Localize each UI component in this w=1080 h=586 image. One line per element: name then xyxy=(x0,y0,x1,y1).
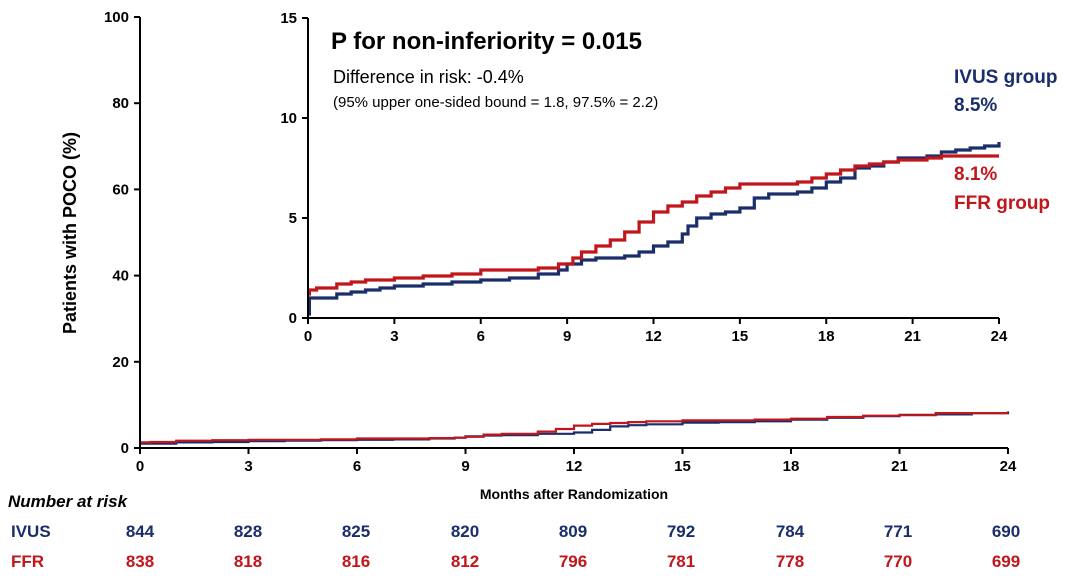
inset-x-tick-label: 0 xyxy=(304,328,312,345)
inset-x-tick-label: 9 xyxy=(563,328,571,345)
risk-cell-ivus: 792 xyxy=(667,522,695,541)
main-y-tick-label: 80 xyxy=(112,95,129,112)
inset-y-tick-label: 15 xyxy=(280,10,297,27)
risk-cell-ivus: 809 xyxy=(559,522,587,541)
inset-x-tick-label: 6 xyxy=(477,328,485,345)
risk-row-label-ivus: IVUS xyxy=(11,522,51,541)
inset-x-tick-label: 18 xyxy=(818,328,835,345)
main-series-ffr-line xyxy=(140,412,1008,444)
inset-x-tick-label: 21 xyxy=(904,328,921,345)
main-x-tick-label: 3 xyxy=(244,458,252,475)
main-x-tick-label: 18 xyxy=(783,458,800,475)
risk-cell-ivus: 820 xyxy=(451,522,479,541)
risk-row-label-ffr: FFR xyxy=(11,552,44,571)
main-x-tick-label: 15 xyxy=(674,458,691,475)
bound-annotation: (95% upper one-sided bound = 1.8, 97.5% … xyxy=(333,94,658,111)
ffr-group-value: 8.1% xyxy=(954,164,997,185)
risk-cell-ffr: 699 xyxy=(992,552,1020,571)
risk-cell-ffr: 770 xyxy=(884,552,912,571)
risk-table-title: Number at risk xyxy=(8,492,129,511)
risk-cell-ivus: 771 xyxy=(884,522,912,541)
inset-x-tick-label: 24 xyxy=(991,328,1008,345)
main-x-tick-label: 9 xyxy=(461,458,469,475)
risk-cell-ffr: 838 xyxy=(126,552,154,571)
risk-cell-ffr: 796 xyxy=(559,552,587,571)
difference-annotation: Difference in risk: -0.4% xyxy=(333,67,524,87)
risk-cell-ivus: 844 xyxy=(126,522,155,541)
main-y-tick-label: 60 xyxy=(112,181,129,198)
main-y-tick-label: 100 xyxy=(104,9,129,26)
main-y-tick-label: 0 xyxy=(121,440,129,457)
main-x-tick-label: 24 xyxy=(1000,458,1017,475)
risk-cell-ffr: 818 xyxy=(234,552,262,571)
risk-cell-ffr: 816 xyxy=(342,552,370,571)
main-x-tick-label: 6 xyxy=(353,458,361,475)
main-x-tick-label: 0 xyxy=(136,458,144,475)
risk-cell-ivus: 690 xyxy=(992,522,1020,541)
p-value-annotation: P for non-inferiority = 0.015 xyxy=(331,28,642,55)
ivus-group-value: 8.5% xyxy=(954,95,997,116)
inset-x-tick-label: 15 xyxy=(732,328,749,345)
inset-x-tick-label: 12 xyxy=(645,328,662,345)
ffr-group-label: FFR group xyxy=(954,193,1050,214)
main-x-tick-label: 21 xyxy=(891,458,908,475)
ivus-group-label: IVUS group xyxy=(954,67,1057,88)
inset-series-ffr-group-line xyxy=(307,154,999,296)
main-y-tick-label: 40 xyxy=(112,268,129,285)
main-x-tick-label: 12 xyxy=(566,458,583,475)
inset-y-tick-label: 10 xyxy=(280,110,297,127)
x-axis-title: Months after Randomization xyxy=(480,486,668,502)
risk-table: IVUS 844 828 825 820 809 792 784 771 690 FFR 838 818… xyxy=(11,522,1020,571)
risk-cell-ffr: 781 xyxy=(667,552,695,571)
risk-cell-ivus: 828 xyxy=(234,522,262,541)
risk-cell-ivus: 825 xyxy=(342,522,370,541)
risk-cell-ffr: 778 xyxy=(776,552,804,571)
inset-x-tick-label: 3 xyxy=(390,328,398,345)
risk-cell-ffr: 812 xyxy=(451,552,479,571)
inset-series-ivus-group-line xyxy=(307,142,1001,316)
risk-cell-ivus: 784 xyxy=(776,522,805,541)
inset-y-tick-label: 5 xyxy=(289,210,297,227)
inset-plot: 0 3 6 9 12 15 18 21 24 0 5 10 15 xyxy=(280,10,1008,345)
main-y-tick-label: 20 xyxy=(112,354,129,371)
inset-y-tick-label: 0 xyxy=(289,310,297,327)
y-axis-title: Patients with POCO (%) xyxy=(60,132,80,334)
